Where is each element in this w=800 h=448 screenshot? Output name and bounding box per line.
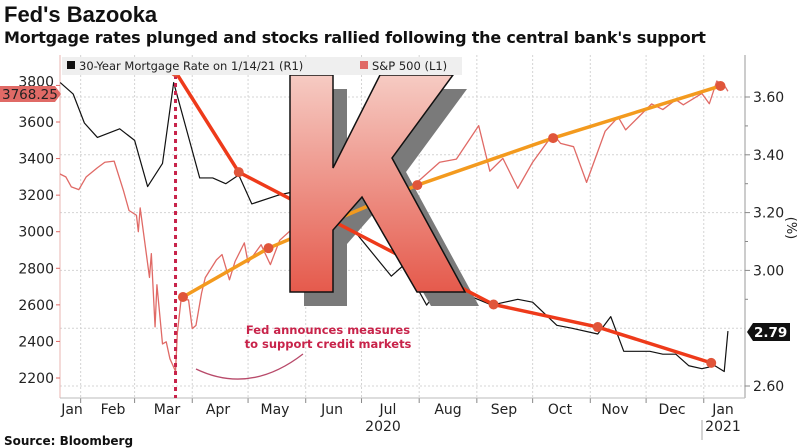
- right-tick-label: 2.60: [753, 379, 784, 395]
- left-tick-label: 3400: [18, 152, 54, 168]
- x-tick-label: Nov: [601, 402, 628, 418]
- annotation-arc: [195, 353, 304, 380]
- x-tick-label: Jan: [60, 402, 83, 418]
- legend-swatch-mortgage: [67, 61, 75, 69]
- left-tick-label: 2800: [18, 261, 54, 277]
- chart-subtitle: Mortgage rates plunged and stocks rallie…: [4, 28, 706, 47]
- left-tick-label: 2200: [18, 371, 54, 387]
- x-tick-label: Sep: [491, 402, 518, 418]
- left-tick-label: 3600: [18, 115, 54, 131]
- x-year-label: 2020: [365, 419, 401, 435]
- source-note: Source: Bloomberg: [4, 434, 134, 448]
- mortgage-trendline-point: [488, 299, 499, 310]
- sp500-line: [60, 80, 729, 372]
- sp500-trendline-point: [548, 133, 559, 144]
- mortgage-last-value-badge: [747, 323, 790, 341]
- left-tick-label: 2400: [18, 334, 54, 350]
- left-tick-label: 3200: [18, 188, 54, 204]
- sp500-last-value: 3768.25: [2, 87, 58, 103]
- x-tick-label: Jan: [711, 402, 734, 418]
- legend-label-mortgage: 30-Year Mortgage Rate on 1/14/21 (R1): [79, 59, 303, 73]
- sp500-trendline-point: [177, 291, 188, 302]
- x-tick-label: Jun: [320, 402, 343, 418]
- annotation-text: Fed announces measures: [246, 323, 410, 337]
- sp500-last-value-badge: [0, 86, 61, 102]
- x-tick-label: Apr: [206, 402, 230, 418]
- legend-swatch-sp500: [360, 61, 368, 69]
- x-tick-label: Jul: [379, 402, 397, 418]
- left-tick-label: 2600: [18, 298, 54, 314]
- left-tick-label: 3000: [18, 225, 54, 241]
- x-tick-label: Feb: [101, 402, 126, 418]
- mortgage-trendline-point: [233, 167, 244, 178]
- mortgage-trendline-point: [592, 322, 603, 333]
- right-axis-unit-label: (%): [783, 217, 798, 240]
- right-tick-label: 3.20: [753, 206, 784, 222]
- x-tick-label: Mar: [154, 402, 181, 418]
- right-tick-label: 3.40: [753, 148, 784, 164]
- x-tick-label: Aug: [434, 402, 461, 418]
- x-year-label: 2021: [705, 419, 741, 435]
- annotation-text: to support credit markets: [245, 337, 412, 351]
- sp500-trendline-point: [715, 80, 726, 91]
- right-tick-label: 3.60: [753, 90, 784, 106]
- x-tick-label: May: [261, 402, 290, 418]
- x-tick-label: Oct: [548, 402, 573, 418]
- k-letter: [289, 74, 467, 293]
- mortgage-last-value: 2.79: [754, 325, 787, 341]
- mortgage-trendline-point: [706, 357, 717, 368]
- x-tick-label: Dec: [658, 402, 685, 418]
- sp500-trendline-point: [263, 243, 274, 254]
- legend-label-sp500: S&P 500 (L1): [372, 59, 447, 73]
- chart-title: Fed's Bazooka: [4, 2, 158, 27]
- sp500-trendline-point: [412, 180, 423, 191]
- right-tick-label: 3.00: [753, 263, 784, 279]
